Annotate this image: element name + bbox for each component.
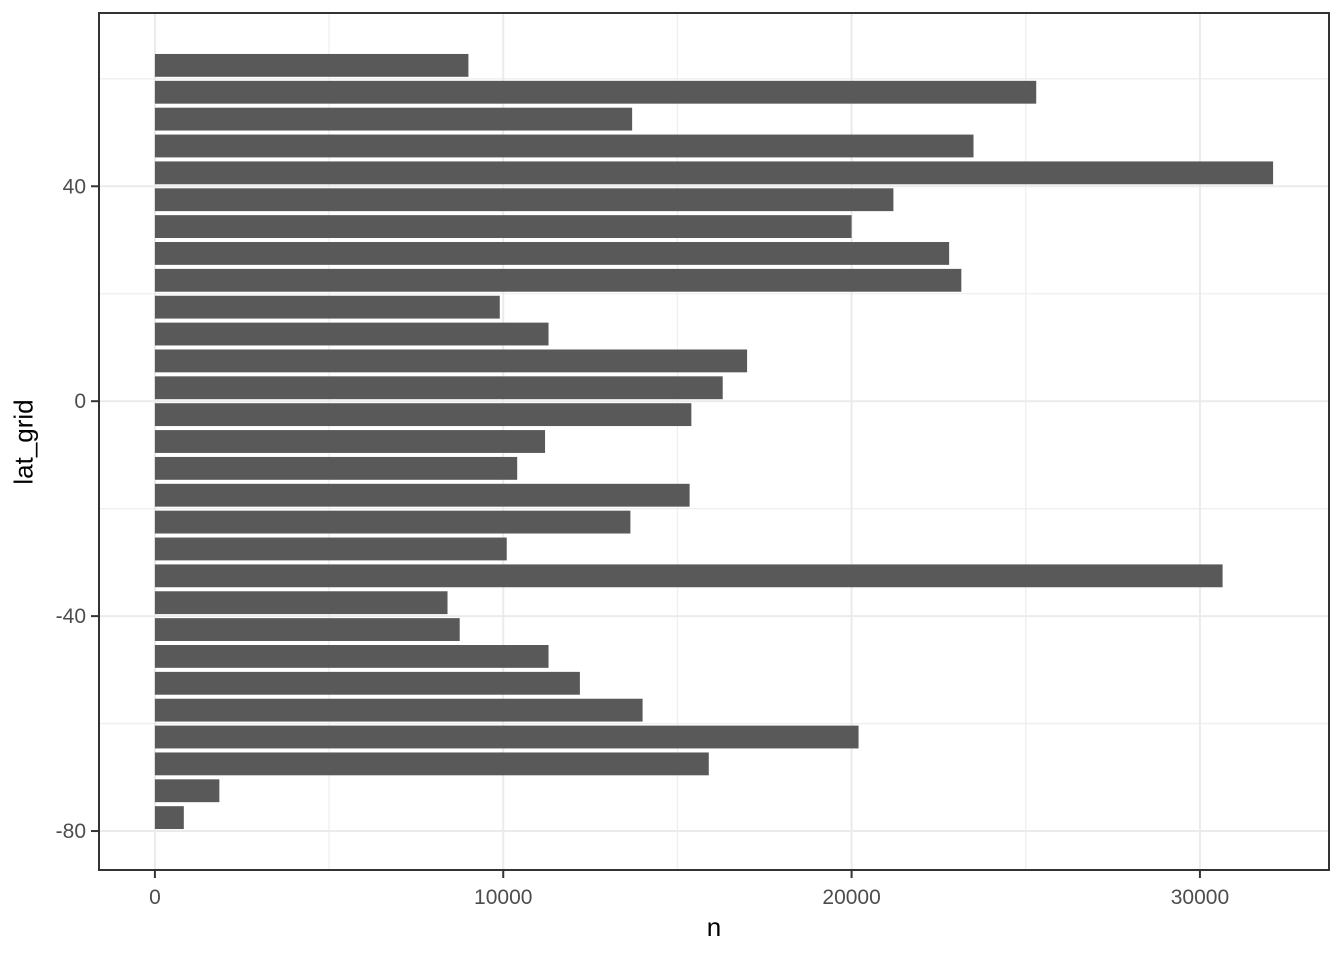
bar <box>154 430 546 453</box>
bar <box>154 349 748 373</box>
y-tick-label: -80 <box>56 820 86 843</box>
bar <box>154 752 709 776</box>
bar <box>154 671 580 695</box>
bar <box>154 698 643 722</box>
bar <box>154 188 894 212</box>
bar <box>154 268 962 292</box>
y-tick-label: -40 <box>56 605 86 628</box>
bar <box>154 242 950 265</box>
bar <box>154 161 1274 185</box>
bar <box>154 322 549 346</box>
bar <box>154 53 469 77</box>
x-tick-label: 10000 <box>474 886 532 909</box>
x-axis-title: n <box>706 912 722 942</box>
x-tick-label: 30000 <box>1171 886 1229 909</box>
bar <box>154 510 631 534</box>
panel-border <box>98 12 1330 871</box>
bar <box>154 403 692 427</box>
x-tick-label: 0 <box>149 886 161 909</box>
bar <box>154 591 448 615</box>
bar <box>154 376 723 400</box>
bar <box>154 779 220 803</box>
bar <box>154 295 500 319</box>
y-tick-label: 40 <box>63 175 86 198</box>
x-tick-label: 20000 <box>822 886 880 909</box>
bar <box>154 564 1223 588</box>
y-axis-title: lat_grid <box>8 399 39 485</box>
bar <box>154 618 460 641</box>
bar <box>154 80 1037 104</box>
bar <box>154 537 507 561</box>
bar <box>154 725 859 749</box>
bar <box>154 215 852 238</box>
y-tick-label: 0 <box>74 390 86 413</box>
bar <box>154 806 184 830</box>
bar <box>154 456 518 480</box>
bar <box>154 645 549 668</box>
bar <box>154 134 974 158</box>
bar <box>154 483 690 507</box>
bar <box>154 107 633 131</box>
